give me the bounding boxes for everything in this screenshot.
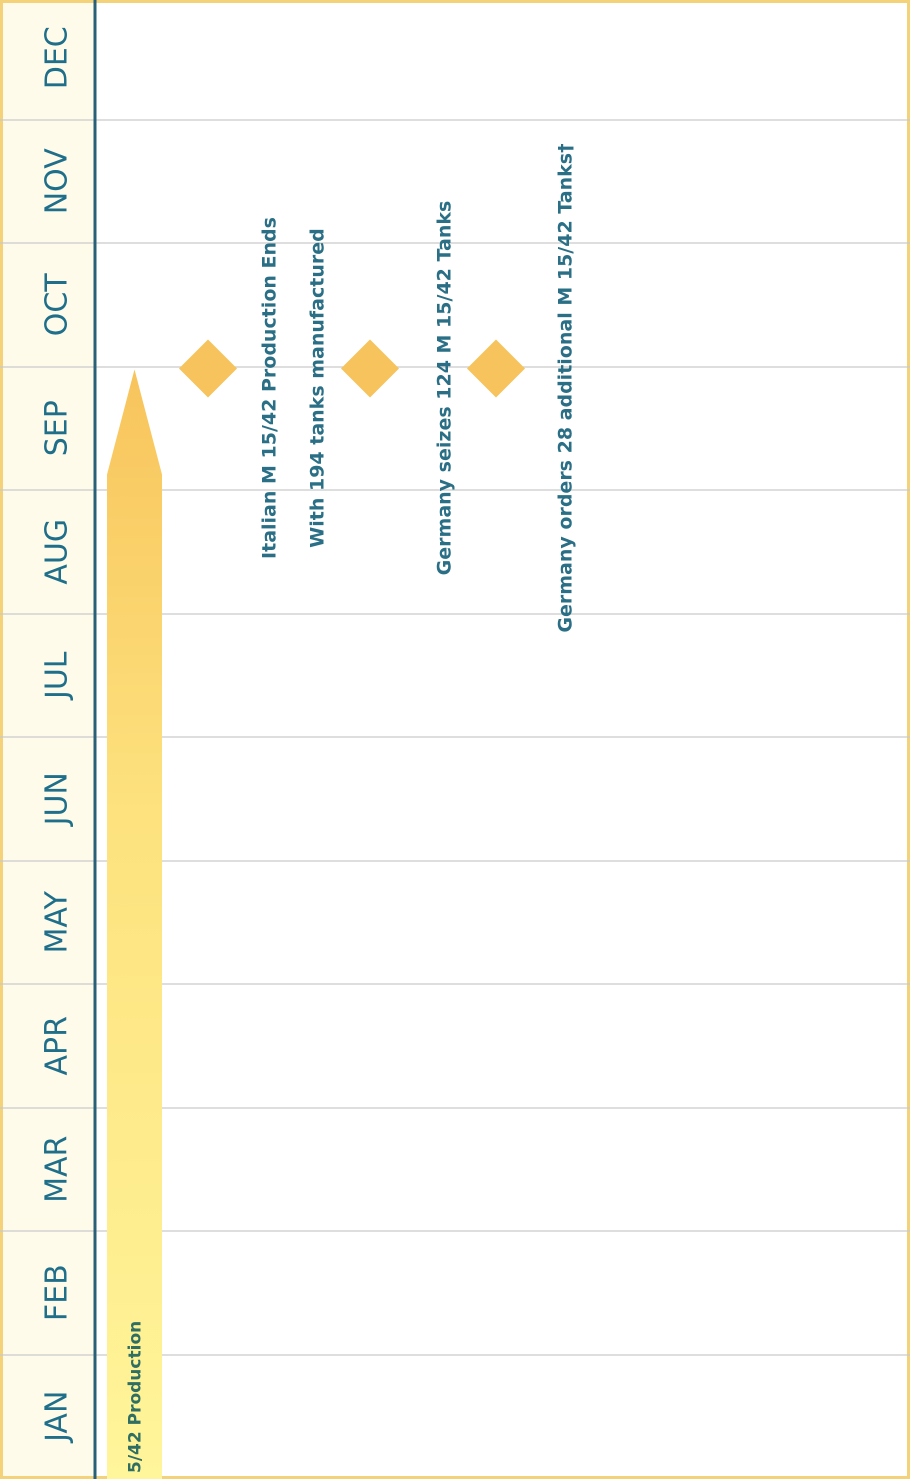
event-3-text-line-1: Germany orders 28 additional M 15/42 Tan… bbox=[555, 143, 577, 632]
month-label-jan: JAN bbox=[40, 1391, 75, 1444]
month-label-dec: DEC bbox=[40, 26, 75, 89]
month-label-sep: SEP bbox=[40, 400, 75, 456]
month-band bbox=[0, 0, 95, 1479]
event-1-text-line-1: Italian M 15/42 Production Ends bbox=[259, 217, 281, 559]
event-2: Germany seizes 124 M 15/42 Tanks bbox=[341, 201, 456, 576]
milestone-diamond-1 bbox=[179, 339, 237, 398]
month-label-mar: MAR bbox=[40, 1136, 75, 1203]
month-label-oct: OCT bbox=[40, 273, 75, 337]
month-labels: JAN FEB MAR APR MAY JUN JUL AUG SEP OCT NOV DEC bbox=[40, 26, 75, 1444]
month-label-jul: JUL bbox=[40, 651, 75, 701]
month-label-apr: APR bbox=[40, 1016, 75, 1075]
milestone-diamond-2 bbox=[341, 339, 399, 398]
month-label-feb: FEB bbox=[40, 1264, 75, 1321]
production-bar-label: 5/42 Production bbox=[126, 1321, 146, 1473]
production-bar bbox=[107, 369, 162, 1479]
milestone-diamond-3 bbox=[467, 339, 525, 398]
event-annotations: Italian M 15/42 Production Ends With 194 … bbox=[179, 143, 577, 633]
month-label-jun: JUN bbox=[40, 772, 75, 827]
month-label-may: MAY bbox=[40, 890, 75, 953]
month-label-aug: AUG bbox=[40, 519, 75, 585]
event-3: Germany orders 28 additional M 15/42 Tan… bbox=[467, 143, 577, 633]
event-2-text-line-1: Germany seizes 124 M 15/42 Tanks bbox=[434, 201, 456, 576]
month-label-nov: NOV bbox=[40, 148, 75, 215]
event-1: Italian M 15/42 Production Ends With 194 … bbox=[179, 217, 329, 559]
event-1-text-line-2: With 194 tanks manufactured bbox=[307, 228, 329, 547]
